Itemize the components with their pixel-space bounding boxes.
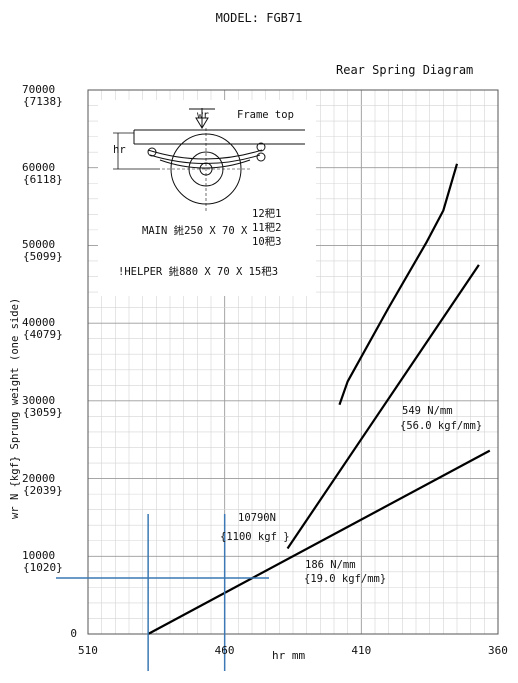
rate-soft-kgf-label: {19.0 kgf/mm} bbox=[304, 573, 387, 585]
series-line-3 bbox=[338, 163, 459, 406]
y-tick-label: 70000 {7138} bbox=[22, 83, 63, 108]
point-load-label: 10790N bbox=[238, 512, 276, 524]
series-line-1 bbox=[147, 449, 491, 635]
diagram-title: Rear Spring Diagram bbox=[336, 63, 474, 77]
inset-helper-spec: !HELPER 𨧀880 X 70 X 15𥝧3 bbox=[118, 266, 279, 278]
inset-main-leaf-3: 10𥝧3 bbox=[252, 236, 282, 248]
x-tick-label: 410 bbox=[351, 644, 372, 657]
reference-lines bbox=[56, 514, 269, 671]
y-tick-label: 60000 {6118} bbox=[22, 160, 63, 186]
plot-frame bbox=[87, 89, 499, 635]
page-title: MODEL: FGB71 bbox=[215, 11, 303, 25]
rate-main-kgf-label: {56.0 kgf/mm} bbox=[400, 420, 483, 432]
series-line-2 bbox=[286, 264, 480, 550]
inset-load-label: wr bbox=[197, 110, 210, 121]
leaf-spring-inset bbox=[98, 100, 316, 296]
inset-frame-label: Frame top bbox=[237, 109, 294, 121]
x-tick-label: 460 bbox=[214, 644, 235, 657]
inset-main-leaf-1: 12𥝧1 bbox=[252, 208, 282, 220]
point-load-kgf-label: {1100 kgf } bbox=[220, 531, 290, 543]
x-tick-label: 510 bbox=[78, 644, 98, 657]
x-axis-title: hr mm bbox=[272, 649, 306, 662]
rate-soft-label: 186 N/mm bbox=[305, 559, 356, 571]
y-tick-label: 50000 {5099} bbox=[22, 238, 63, 264]
x-tick-label: 360 bbox=[488, 644, 508, 657]
inset-main-leaf-2: 11𥝧2 bbox=[252, 222, 282, 234]
y-tick-label: 0 bbox=[70, 627, 77, 640]
y-tick-label: 20000 {2039} bbox=[22, 471, 63, 497]
inset-main-spec: MAIN 𨧀250 X 70 X bbox=[142, 225, 248, 237]
y-tick-label: 10000 {1020} bbox=[22, 549, 63, 575]
series-layer bbox=[147, 163, 491, 635]
inset-height-label: hr bbox=[113, 144, 126, 156]
rate-main-label: 549 N/mm bbox=[402, 405, 453, 417]
y-tick-label: 30000 {3059} bbox=[22, 393, 63, 419]
y-tick-label: 40000 {4079} bbox=[22, 316, 63, 342]
